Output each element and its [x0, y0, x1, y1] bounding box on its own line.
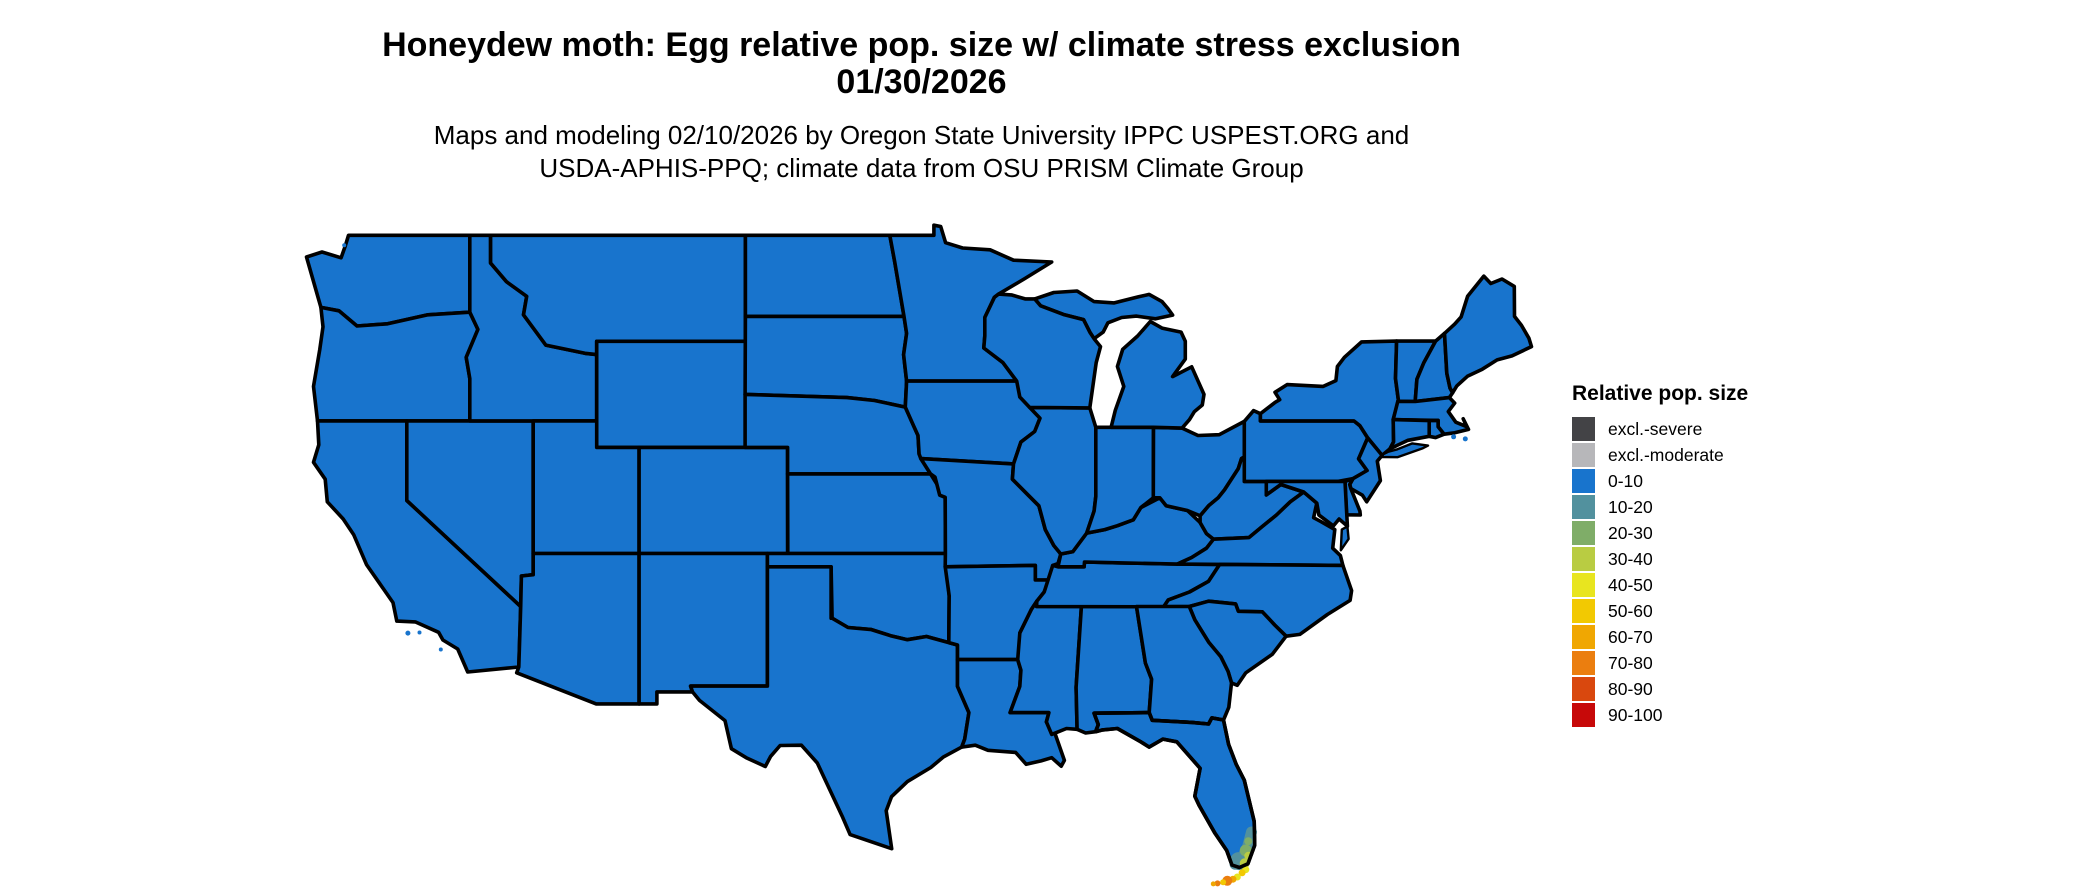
legend-swatch [1572, 573, 1595, 597]
legend-item-label: 90-100 [1608, 704, 1663, 725]
state-shape [688, 565, 971, 851]
legend-item: 60-70 [1572, 625, 1852, 649]
legend-item-label: 20-30 [1608, 522, 1653, 543]
state-shape [637, 445, 790, 556]
legend-item: excl.-severe [1572, 417, 1852, 441]
legend-item: 40-50 [1572, 573, 1852, 597]
state-shape [1388, 417, 1431, 451]
state-shape [982, 292, 1103, 410]
legend-item-label: 0-10 [1608, 470, 1644, 491]
legend-item: 20-30 [1572, 521, 1852, 545]
state-shape [1092, 710, 1257, 870]
legend-swatch [1572, 651, 1595, 675]
legend-item-label: 50-60 [1608, 600, 1653, 621]
legend-item-label: 40-50 [1608, 574, 1653, 595]
legend-item: 30-40 [1572, 547, 1852, 571]
us-choropleth-map [304, 222, 1534, 887]
state-shape [311, 305, 480, 423]
legend-swatch [1572, 625, 1595, 649]
legend-item: 50-60 [1572, 599, 1852, 623]
state-shape [1264, 479, 1350, 528]
legend-item-label: 60-70 [1608, 626, 1653, 647]
legend-swatch [1572, 599, 1595, 623]
legend-swatch [1572, 469, 1595, 493]
legend-item: 90-100 [1572, 703, 1852, 727]
hotspot-marker [1210, 881, 1216, 887]
legend-item-label: excl.-moderate [1608, 444, 1724, 465]
legend-items: excl.-severe excl.-moderate 0-10 10-20 20-30… [1572, 417, 1852, 727]
state-shape [1380, 442, 1430, 459]
legend-item-label: 70-80 [1608, 652, 1653, 673]
hotspot-marker [1244, 837, 1253, 846]
island-dot [438, 647, 443, 652]
state-outline-florida [1092, 710, 1257, 870]
legend-swatch [1572, 703, 1595, 727]
state-shape [1109, 319, 1206, 430]
figure-subtitle-line1: Maps and modeling 02/10/2026 by Oregon S… [433, 120, 1410, 150]
figure-title-date: 01/30/2026 [836, 63, 1007, 101]
legend-item: excl.-moderate [1572, 443, 1852, 467]
hotspot-marker [1220, 879, 1227, 886]
island-dot [417, 630, 422, 635]
state-shape [594, 339, 748, 450]
island-dot [342, 243, 347, 248]
legend-title: Relative pop. size [1572, 382, 1749, 405]
legend-item: 70-80 [1572, 651, 1852, 675]
legend-item-label: 10-20 [1608, 496, 1653, 517]
legend-item-label: excl.-severe [1608, 418, 1703, 439]
legend-swatch [1572, 417, 1595, 441]
state-shape [1442, 274, 1534, 395]
state-shape [743, 233, 906, 319]
us-map-svg [304, 223, 1534, 887]
state-shape [514, 551, 641, 706]
figure-subtitle-line2: USDA-APHIS-PPQ; climate data from OSU PR… [539, 153, 1304, 183]
legend-swatch [1572, 521, 1595, 545]
island-dot [1462, 436, 1468, 442]
hotspot-marker [1238, 869, 1246, 877]
legend-item: 0-10 [1572, 469, 1852, 493]
hotspot-marker [1214, 880, 1221, 887]
legend-swatch [1572, 547, 1595, 571]
state-shape [785, 472, 948, 556]
island-dot [405, 630, 411, 636]
state-shape [1347, 436, 1384, 504]
legend-item-label: 80-90 [1608, 678, 1653, 699]
legend-swatch [1572, 443, 1595, 467]
legend-item: 80-90 [1572, 677, 1852, 701]
legend-item: 10-20 [1572, 495, 1852, 519]
legend: Relative pop. size excl.-severe excl.-mod… [1572, 382, 1852, 729]
state-shape [637, 551, 770, 706]
legend-swatch [1572, 677, 1595, 701]
island-dot [1451, 434, 1457, 440]
legend-swatch [1572, 495, 1595, 519]
legend-item-label: 30-40 [1608, 548, 1653, 569]
state-shape [1339, 525, 1350, 552]
figure-title-line1: Honeydew moth: Egg relative pop. size w/… [382, 26, 1461, 64]
